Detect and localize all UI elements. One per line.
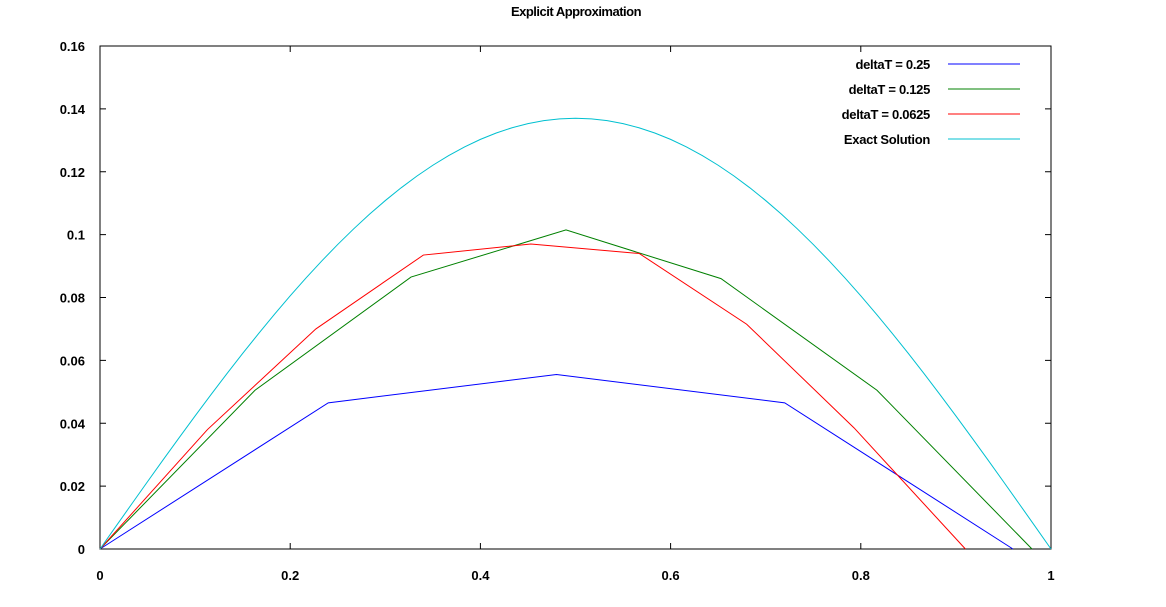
y-tick-label: 0 <box>78 542 85 557</box>
legend-label: deltaT = 0.0625 <box>842 107 930 122</box>
series-line-deltat-0-25 <box>99 374 1014 550</box>
x-tick-label: 0.2 <box>281 568 299 583</box>
series-line-deltat-0-0625 <box>99 243 966 550</box>
y-tick-label: 0.1 <box>67 228 85 243</box>
series-line-exact-solution <box>99 117 1052 550</box>
tick-labels: 0 0.2 0.4 0.6 0.8 1 0 0.02 0.04 0.06 0.08 0.1 0.12 0.… <box>60 39 1055 583</box>
y-tick-label: 0.08 <box>60 291 85 306</box>
x-tick-label: 0.6 <box>662 568 680 583</box>
y-tick-label: 0.04 <box>60 416 86 431</box>
x-tick-label: 1 <box>1047 568 1054 583</box>
series-line-deltat-0-125 <box>99 229 1033 550</box>
x-tick-label: 0.8 <box>852 568 870 583</box>
x-tick-label: 0 <box>96 568 103 583</box>
legend-label: deltaT = 0.25 <box>855 57 930 72</box>
legend-label: deltaT = 0.125 <box>849 82 931 97</box>
legend-label: Exact Solution <box>844 132 930 147</box>
legend: deltaT = 0.25 deltaT = 0.125 deltaT = 0.06… <box>842 57 1020 147</box>
series-lines <box>99 117 1052 550</box>
chart-title: Explicit Approximation <box>511 4 642 19</box>
y-tick-label: 0.12 <box>60 165 85 180</box>
y-tick-label: 0.02 <box>60 479 85 494</box>
axis-ticks <box>99 45 1052 550</box>
x-tick-label: 0.4 <box>471 568 490 583</box>
y-tick-label: 0.14 <box>60 102 86 117</box>
y-tick-label: 0.16 <box>60 39 85 54</box>
y-tick-label: 0.06 <box>60 353 85 368</box>
